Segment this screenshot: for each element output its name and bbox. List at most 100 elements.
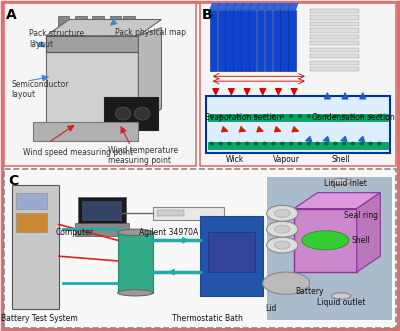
- Text: Lid: Lid: [265, 305, 276, 313]
- Text: Computer: Computer: [56, 228, 94, 237]
- FancyBboxPatch shape: [75, 16, 86, 36]
- Text: Liquid outlet: Liquid outlet: [317, 298, 365, 307]
- Circle shape: [298, 114, 302, 118]
- Polygon shape: [138, 28, 162, 125]
- Text: Wind speed measuring point: Wind speed measuring point: [23, 148, 133, 157]
- Polygon shape: [257, 2, 267, 10]
- FancyBboxPatch shape: [272, 10, 280, 71]
- Circle shape: [227, 114, 232, 118]
- Polygon shape: [233, 2, 244, 10]
- Polygon shape: [357, 193, 380, 272]
- Ellipse shape: [331, 178, 351, 185]
- Circle shape: [262, 114, 267, 118]
- FancyBboxPatch shape: [208, 232, 255, 272]
- Circle shape: [289, 114, 294, 118]
- Circle shape: [377, 114, 382, 118]
- FancyBboxPatch shape: [208, 115, 388, 121]
- Text: Battery Test System: Battery Test System: [1, 314, 78, 323]
- Circle shape: [115, 107, 131, 120]
- Circle shape: [280, 142, 285, 146]
- Circle shape: [218, 142, 223, 146]
- Polygon shape: [210, 2, 220, 10]
- FancyBboxPatch shape: [157, 210, 184, 216]
- Polygon shape: [265, 2, 275, 10]
- Circle shape: [306, 142, 311, 146]
- FancyBboxPatch shape: [46, 36, 138, 52]
- Circle shape: [368, 142, 373, 146]
- FancyBboxPatch shape: [310, 41, 359, 45]
- Polygon shape: [78, 197, 126, 223]
- Circle shape: [333, 114, 338, 118]
- Text: Vapour: Vapour: [273, 155, 300, 164]
- Text: Liquid inlet: Liquid inlet: [324, 179, 366, 188]
- FancyBboxPatch shape: [265, 10, 272, 71]
- Ellipse shape: [274, 209, 290, 217]
- Ellipse shape: [274, 241, 290, 249]
- FancyBboxPatch shape: [206, 96, 390, 153]
- FancyBboxPatch shape: [310, 22, 359, 26]
- FancyBboxPatch shape: [249, 10, 256, 71]
- Circle shape: [289, 142, 294, 146]
- Polygon shape: [272, 2, 283, 10]
- FancyBboxPatch shape: [257, 10, 264, 71]
- Circle shape: [254, 114, 258, 118]
- Text: Agilent 34970A: Agilent 34970A: [139, 228, 198, 237]
- FancyBboxPatch shape: [58, 16, 69, 36]
- Ellipse shape: [267, 205, 298, 221]
- Ellipse shape: [118, 229, 153, 236]
- FancyBboxPatch shape: [310, 61, 359, 65]
- Circle shape: [377, 142, 382, 146]
- Circle shape: [368, 114, 373, 118]
- Ellipse shape: [118, 290, 153, 296]
- FancyBboxPatch shape: [267, 177, 392, 320]
- FancyBboxPatch shape: [82, 201, 122, 221]
- Text: Wind temperature
measuring point: Wind temperature measuring point: [108, 146, 178, 166]
- FancyBboxPatch shape: [241, 10, 249, 71]
- Polygon shape: [288, 2, 298, 10]
- Ellipse shape: [274, 225, 290, 233]
- Circle shape: [315, 114, 320, 118]
- Polygon shape: [218, 2, 228, 10]
- Circle shape: [315, 142, 320, 146]
- Polygon shape: [249, 2, 259, 10]
- Circle shape: [245, 142, 249, 146]
- Ellipse shape: [263, 272, 310, 294]
- Text: Shell: Shell: [332, 155, 350, 164]
- FancyBboxPatch shape: [294, 209, 357, 272]
- FancyBboxPatch shape: [280, 10, 288, 71]
- Circle shape: [280, 114, 285, 118]
- Text: Wick: Wick: [226, 155, 244, 164]
- Polygon shape: [118, 232, 153, 293]
- FancyBboxPatch shape: [310, 28, 359, 32]
- Text: C: C: [8, 173, 18, 188]
- Text: Condensation section: Condensation section: [312, 113, 394, 122]
- FancyBboxPatch shape: [218, 10, 225, 71]
- Text: Battery: Battery: [296, 287, 324, 296]
- Circle shape: [236, 142, 240, 146]
- Circle shape: [324, 114, 329, 118]
- FancyBboxPatch shape: [310, 54, 359, 59]
- Ellipse shape: [267, 221, 298, 237]
- FancyBboxPatch shape: [310, 16, 359, 20]
- Text: Evaporation section: Evaporation section: [205, 113, 281, 122]
- FancyBboxPatch shape: [310, 9, 359, 13]
- Circle shape: [350, 114, 355, 118]
- Circle shape: [333, 142, 338, 146]
- Circle shape: [342, 142, 346, 146]
- FancyBboxPatch shape: [12, 185, 59, 308]
- Circle shape: [254, 142, 258, 146]
- FancyBboxPatch shape: [208, 142, 388, 149]
- Text: Seal ring: Seal ring: [344, 211, 378, 220]
- Ellipse shape: [331, 293, 351, 299]
- Polygon shape: [226, 2, 236, 10]
- FancyBboxPatch shape: [226, 10, 233, 71]
- Circle shape: [306, 114, 311, 118]
- Circle shape: [342, 114, 346, 118]
- Circle shape: [302, 231, 349, 250]
- Text: Pack physical map: Pack physical map: [115, 28, 186, 37]
- FancyBboxPatch shape: [153, 207, 224, 220]
- FancyBboxPatch shape: [310, 68, 359, 71]
- Polygon shape: [46, 20, 162, 36]
- Circle shape: [245, 114, 249, 118]
- Text: Thermostatic Bath: Thermostatic Bath: [172, 314, 243, 323]
